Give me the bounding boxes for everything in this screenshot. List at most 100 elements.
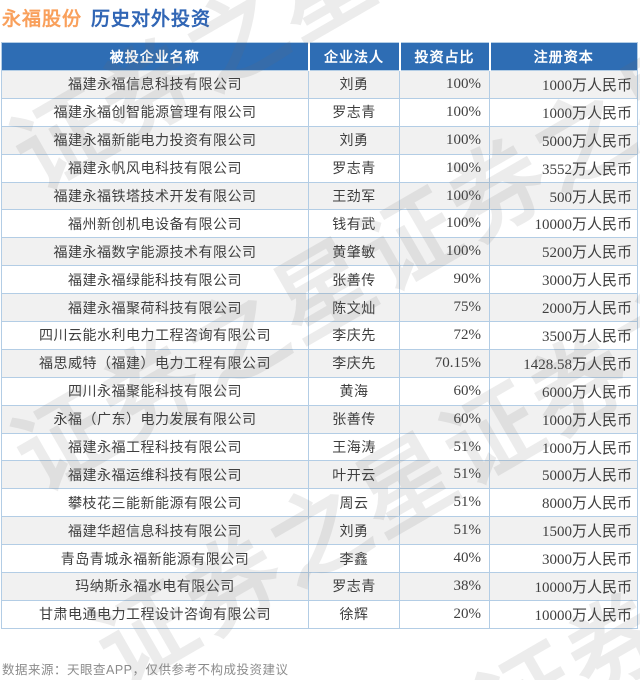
table-row: 福建永福创智能源管理有限公司 罗志青 100% 1000万人民币 — [1, 97, 638, 127]
table-row: 福建永福铁塔技术开发有限公司 王劲军 100% 500万人民币 — [1, 181, 638, 211]
table-row: 攀枝花三能新能源有限公司 周云 51% 8000万人民币 — [1, 488, 638, 518]
company-name-title: 永福股份 — [2, 9, 83, 30]
company-name-cell: 福建永福绿能科技有限公司 — [1, 265, 309, 295]
registered-capital-cell: 3552万人民币 — [489, 153, 638, 183]
investment-ratio-cell: 40% — [399, 544, 490, 574]
company-name-cell: 四川永福聚能科技有限公司 — [1, 376, 309, 406]
legal-person-cell: 罗志青 — [308, 572, 400, 601]
company-name-cell: 攀枝花三能新能源有限公司 — [1, 488, 309, 518]
investment-ratio-cell: 100% — [399, 153, 490, 183]
registered-capital-cell: 10000万人民币 — [489, 599, 638, 629]
table-row: 福建永福运维科技有限公司 叶开云 51% 5000万人民币 — [1, 460, 638, 490]
investment-ratio-cell: 100% — [399, 181, 490, 211]
registered-capital-cell: 3000万人民币 — [489, 544, 638, 574]
legal-person-cell: 王海涛 — [308, 432, 400, 462]
registered-capital-cell: 500万人民币 — [489, 181, 638, 211]
registered-capital-cell: 5200万人民币 — [489, 237, 638, 267]
company-name-cell: 永福（广东）电力发展有限公司 — [1, 404, 309, 434]
table-row: 四川永福聚能科技有限公司 黄海 60% 6000万人民币 — [1, 376, 638, 406]
investment-ratio-cell: 51% — [399, 516, 490, 546]
investment-ratio-cell: 100% — [399, 97, 490, 127]
table-header-row: 被投企业名称 企业法人 投资占比 注册资本 — [1, 42, 638, 71]
legal-person-cell: 周云 — [308, 488, 400, 518]
registered-capital-cell: 5000万人民币 — [489, 460, 638, 490]
investment-ratio-cell: 20% — [399, 599, 490, 629]
table-row: 福建永福工程科技有限公司 王海涛 51% 1000万人民币 — [1, 432, 638, 462]
column-header-registered-capital: 注册资本 — [489, 42, 638, 71]
page-title: 永福股份 历史对外投资 — [2, 4, 211, 31]
company-name-cell: 福建永福工程科技有限公司 — [1, 432, 309, 462]
investment-ratio-cell: 38% — [399, 572, 490, 601]
registered-capital-cell: 10000万人民币 — [489, 209, 638, 239]
column-header-investment-ratio: 投资占比 — [399, 42, 491, 71]
investment-ratio-cell: 90% — [399, 265, 490, 295]
registered-capital-cell: 5000万人民币 — [489, 125, 638, 155]
table-row: 青岛青城永福新能源有限公司 李鑫 40% 3000万人民币 — [1, 544, 638, 574]
table-row: 福思威特（福建）电力工程有限公司 李庆先 70.15% 1428.58万人民币 — [1, 348, 638, 378]
company-name-cell: 福建永福创智能源管理有限公司 — [1, 97, 309, 127]
table-row: 福建永福绿能科技有限公司 张善传 90% 3000万人民币 — [1, 265, 638, 295]
table-row: 甘肃电通电力工程设计咨询有限公司 徐辉 20% 10000万人民币 — [1, 599, 638, 629]
legal-person-cell: 张善传 — [308, 404, 400, 434]
registered-capital-cell: 3500万人民币 — [489, 321, 638, 350]
table-row: 福建永福聚荷科技有限公司 陈文灿 75% 2000万人民币 — [1, 293, 638, 323]
legal-person-cell: 李鑫 — [308, 544, 400, 574]
legal-person-cell: 刘勇 — [308, 516, 400, 546]
registered-capital-cell: 1000万人民币 — [489, 404, 638, 434]
company-name-cell: 福建永帆风电科技有限公司 — [1, 153, 309, 183]
legal-person-cell: 陈文灿 — [308, 293, 400, 323]
registered-capital-cell: 1000万人民币 — [489, 70, 638, 99]
company-name-cell: 福州新创机电设备有限公司 — [1, 209, 309, 239]
table-row: 玛纳斯永福水电有限公司 罗志青 38% 10000万人民币 — [1, 572, 638, 601]
registered-capital-cell: 10000万人民币 — [489, 572, 638, 601]
investment-ratio-cell: 100% — [399, 125, 490, 155]
investment-ratio-cell: 75% — [399, 293, 490, 323]
table-row: 四川云能水利电力工程咨询有限公司 李庆先 72% 3500万人民币 — [1, 321, 638, 350]
company-name-cell: 福思威特（福建）电力工程有限公司 — [1, 348, 309, 378]
table-body: 福建永福信息科技有限公司 刘勇 100% 1000万人民币 福建永福创智能源管理… — [1, 70, 638, 629]
registered-capital-cell: 2000万人民币 — [489, 293, 638, 323]
investment-ratio-cell: 60% — [399, 376, 490, 406]
legal-person-cell: 黄肇敏 — [308, 237, 400, 267]
investment-ratio-cell: 100% — [399, 70, 490, 99]
legal-person-cell: 李庆先 — [308, 348, 400, 378]
table-row: 福建永福数字能源技术有限公司 黄肇敏 100% 5200万人民币 — [1, 237, 638, 267]
data-source-note: 数据来源：天眼查APP，仅供参考不构成投资建议 — [2, 663, 289, 677]
registered-capital-cell: 3000万人民币 — [489, 265, 638, 295]
section-title: 历史对外投资 — [91, 9, 212, 30]
legal-person-cell: 钱有武 — [308, 209, 400, 239]
investment-ratio-cell: 100% — [399, 237, 490, 267]
registered-capital-cell: 1000万人民币 — [489, 97, 638, 127]
investment-ratio-cell: 70.15% — [399, 348, 490, 378]
registered-capital-cell: 1000万人民币 — [489, 432, 638, 462]
legal-person-cell: 罗志青 — [308, 97, 400, 127]
company-name-cell: 福建永福数字能源技术有限公司 — [1, 237, 309, 267]
company-name-cell: 福建永福聚荷科技有限公司 — [1, 293, 309, 323]
company-name-cell: 甘肃电通电力工程设计咨询有限公司 — [1, 599, 309, 629]
registered-capital-cell: 6000万人民币 — [489, 376, 638, 406]
company-name-cell: 福建永福新能电力投资有限公司 — [1, 125, 309, 155]
table-row: 福建永帆风电科技有限公司 罗志青 100% 3552万人民币 — [1, 153, 638, 183]
column-header-company: 被投企业名称 — [1, 42, 310, 71]
table-row: 永福（广东）电力发展有限公司 张善传 60% 1000万人民币 — [1, 404, 638, 434]
registered-capital-cell: 8000万人民币 — [489, 488, 638, 518]
investment-ratio-cell: 100% — [399, 209, 490, 239]
legal-person-cell: 罗志青 — [308, 153, 400, 183]
table-row: 福建永福信息科技有限公司 刘勇 100% 1000万人民币 — [1, 70, 638, 99]
investment-ratio-cell: 51% — [399, 488, 490, 518]
company-name-cell: 福建华超信息科技有限公司 — [1, 516, 309, 546]
legal-person-cell: 黄海 — [308, 376, 400, 406]
table-row: 福州新创机电设备有限公司 钱有武 100% 10000万人民币 — [1, 209, 638, 239]
registered-capital-cell: 1428.58万人民币 — [489, 348, 638, 378]
table-header: 被投企业名称 企业法人 投资占比 注册资本 — [1, 42, 638, 71]
investment-ratio-cell: 60% — [399, 404, 490, 434]
table-row: 福建华超信息科技有限公司 刘勇 51% 1500万人民币 — [1, 516, 638, 546]
legal-person-cell: 刘勇 — [308, 125, 400, 155]
company-name-cell: 玛纳斯永福水电有限公司 — [1, 572, 309, 601]
legal-person-cell: 徐辉 — [308, 599, 400, 629]
company-name-cell: 四川云能水利电力工程咨询有限公司 — [1, 321, 309, 350]
legal-person-cell: 王劲军 — [308, 181, 400, 211]
company-name-cell: 青岛青城永福新能源有限公司 — [1, 544, 309, 574]
legal-person-cell: 李庆先 — [308, 321, 400, 350]
investment-ratio-cell: 72% — [399, 321, 490, 350]
